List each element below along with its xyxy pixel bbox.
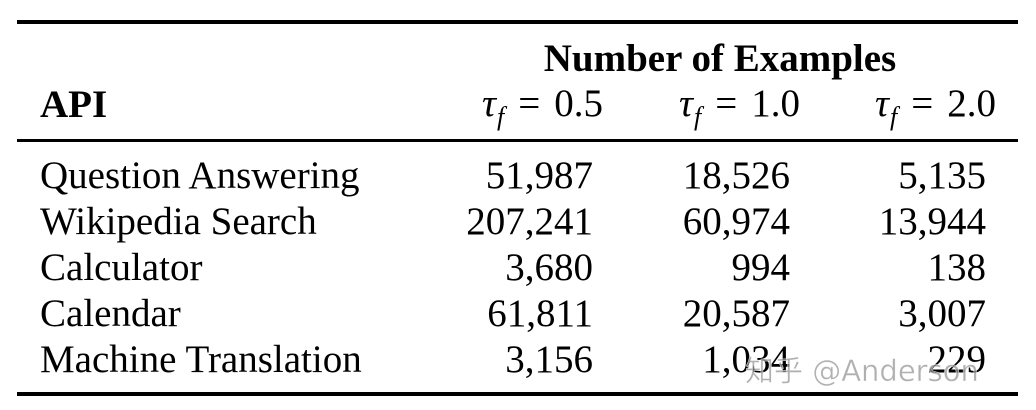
column-header-tau-0.5: τf = 0.5 [482,80,603,132]
subscript-f: f [890,102,898,131]
tau-symbol: τ [482,82,497,125]
table-row: Calculator 3,680 994 138 [0,245,1036,291]
top-rule [17,20,1018,24]
value-tau-2.0: 3,007 [898,292,986,335]
value-tau-1.0: 1,034 [702,338,790,381]
api-name: Calendar [40,292,181,335]
value-tau-1.0: 60,974 [682,200,790,243]
column-header-tau-1.0: τf = 1.0 [679,80,800,132]
table-row: Question Answering 51,987 18,526 5,135 [0,153,1036,199]
table-row: Calendar 61,811 20,587 3,007 [0,291,1036,337]
column-header-tau-2.0: τf = 2.0 [875,80,996,132]
tau-value: 2.0 [947,82,996,125]
table-row: Machine Translation 3,156 1,034 229 [0,337,1036,383]
watermark: 知乎 @Anderson [745,354,979,389]
api-name: Calculator [40,246,203,289]
group-header: Number of Examples [543,37,897,80]
value-tau-2.0: 138 [927,246,987,289]
equals-sign: = [518,82,541,125]
value-tau-0.5: 3,680 [505,246,593,289]
value-tau-0.5: 61,811 [487,292,593,335]
value-tau-0.5: 51,987 [485,154,593,197]
table-row: Wikipedia Search 207,241 60,974 13,944 [0,199,1036,245]
api-name: Question Answering [40,154,360,197]
subscript-f: f [497,102,505,131]
equals-sign: = [911,82,934,125]
value-tau-2.0: 5,135 [898,154,986,197]
api-name: Wikipedia Search [40,200,317,243]
header-rule [17,139,1018,142]
api-name: Machine Translation [40,338,362,381]
value-tau-1.0: 20,587 [682,292,790,335]
value-tau-0.5: 207,241 [466,200,593,243]
tau-symbol: τ [875,82,890,125]
value-tau-2.0: 229 [927,338,987,381]
value-tau-2.0: 13,944 [878,200,986,243]
tau-value: 0.5 [554,82,603,125]
tau-value: 1.0 [751,82,800,125]
api-column-header: API [40,83,108,126]
value-tau-1.0: 18,526 [682,154,790,197]
bottom-rule [17,392,1018,396]
value-tau-1.0: 994 [731,246,791,289]
equals-sign: = [715,82,738,125]
subscript-f: f [694,102,702,131]
value-tau-0.5: 3,156 [505,338,593,381]
tau-symbol: τ [679,82,694,125]
